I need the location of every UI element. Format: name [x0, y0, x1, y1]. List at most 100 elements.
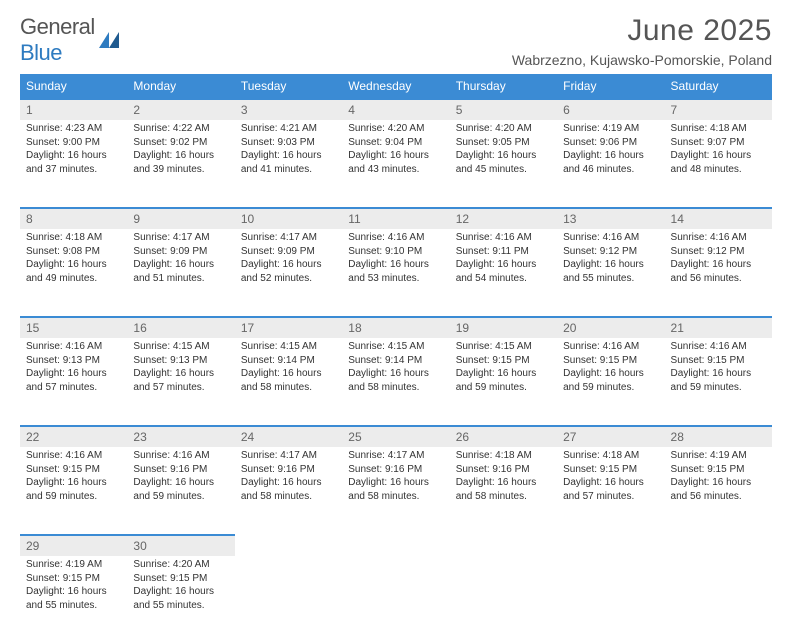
sunrise-line: Sunrise: 4:16 AM — [133, 449, 228, 463]
sunset-line: Sunset: 9:15 PM — [563, 463, 658, 477]
day-number: 9 — [127, 209, 234, 229]
day-details-cell: Sunrise: 4:18 AMSunset: 9:15 PMDaylight:… — [557, 447, 664, 535]
day-details-cell — [665, 556, 772, 644]
day-number-cell: 13 — [557, 208, 664, 229]
day-number-cell: 22 — [20, 426, 127, 447]
sunset-line: Sunset: 9:13 PM — [26, 354, 121, 368]
day-number: 29 — [20, 536, 127, 556]
day-number: 19 — [450, 318, 557, 338]
details-row: Sunrise: 4:16 AM Sunset: 9:15 PM Daylight:… — [20, 447, 772, 535]
day-number: 4 — [342, 100, 449, 120]
sunset-line: Sunset: 9:06 PM — [563, 136, 658, 150]
sunrise-line: Sunrise: 4:16 AM — [563, 340, 658, 354]
day-number-cell: 29 — [20, 535, 127, 556]
day-number: 17 — [235, 318, 342, 338]
sunset-line: Sunset: 9:14 PM — [241, 354, 336, 368]
day-details-cell: Sunrise: 4:16 AMSunset: 9:12 PMDaylight:… — [665, 229, 772, 317]
day-details: Sunrise: 4:17 AMSunset: 9:09 PMDaylight:… — [235, 229, 342, 291]
sunrise-line: Sunrise: 4:18 AM — [563, 449, 658, 463]
daylight-line: Daylight: 16 hours and 59 minutes. — [456, 367, 551, 394]
logo-text: General Blue — [20, 14, 95, 66]
daynum-row: 15161718192021 — [20, 317, 772, 338]
day-number-cell: 12 — [450, 208, 557, 229]
day-details: Sunrise: 4:20 AMSunset: 9:04 PMDaylight:… — [342, 120, 449, 182]
day-details-cell: Sunrise: 4:16 AMSunset: 9:15 PMDaylight:… — [665, 338, 772, 426]
day-number: 15 — [20, 318, 127, 338]
sunset-line: Sunset: 9:05 PM — [456, 136, 551, 150]
day-number-cell: 11 — [342, 208, 449, 229]
day-number-cell: 5 — [450, 99, 557, 120]
day-details: Sunrise: 4:16 AMSunset: 9:13 PMDaylight:… — [20, 338, 127, 400]
day-number-cell: 27 — [557, 426, 664, 447]
day-details-cell: Sunrise: 4:21 AMSunset: 9:03 PMDaylight:… — [235, 120, 342, 208]
daylight-line: Daylight: 16 hours and 43 minutes. — [348, 149, 443, 176]
day-number: 3 — [235, 100, 342, 120]
daylight-line: Daylight: 16 hours and 59 minutes. — [671, 367, 766, 394]
sunset-line: Sunset: 9:14 PM — [348, 354, 443, 368]
sunrise-line: Sunrise: 4:15 AM — [241, 340, 336, 354]
sunset-line: Sunset: 9:07 PM — [671, 136, 766, 150]
sunset-line: Sunset: 9:15 PM — [26, 463, 121, 477]
day-number-cell: 24 — [235, 426, 342, 447]
daylight-line: Daylight: 16 hours and 58 minutes. — [456, 476, 551, 503]
day-number-cell — [450, 535, 557, 556]
sunrise-line: Sunrise: 4:23 AM — [26, 122, 121, 136]
daylight-line: Daylight: 16 hours and 59 minutes. — [133, 476, 228, 503]
calendar-table: SundayMondayTuesdayWednesdayThursdayFrid… — [20, 74, 772, 644]
day-details: Sunrise: 4:18 AMSunset: 9:16 PMDaylight:… — [450, 447, 557, 509]
day-details-cell: Sunrise: 4:17 AMSunset: 9:09 PMDaylight:… — [235, 229, 342, 317]
day-details: Sunrise: 4:16 AMSunset: 9:16 PMDaylight:… — [127, 447, 234, 509]
day-details: Sunrise: 4:19 AMSunset: 9:15 PMDaylight:… — [20, 556, 127, 618]
sunrise-line: Sunrise: 4:17 AM — [133, 231, 228, 245]
day-details-cell: Sunrise: 4:16 AMSunset: 9:10 PMDaylight:… — [342, 229, 449, 317]
day-details-cell: Sunrise: 4:20 AMSunset: 9:04 PMDaylight:… — [342, 120, 449, 208]
daylight-line: Daylight: 16 hours and 48 minutes. — [671, 149, 766, 176]
day-number-cell — [235, 535, 342, 556]
sunset-line: Sunset: 9:15 PM — [456, 354, 551, 368]
sunset-line: Sunset: 9:16 PM — [133, 463, 228, 477]
day-details: Sunrise: 4:16 AMSunset: 9:10 PMDaylight:… — [342, 229, 449, 291]
day-number-cell: 17 — [235, 317, 342, 338]
sunrise-line: Sunrise: 4:20 AM — [133, 558, 228, 572]
sunset-line: Sunset: 9:04 PM — [348, 136, 443, 150]
day-details: Sunrise: 4:16 AMSunset: 9:12 PMDaylight:… — [665, 229, 772, 291]
sunset-line: Sunset: 9:03 PM — [241, 136, 336, 150]
day-details: Sunrise: 4:15 AMSunset: 9:15 PMDaylight:… — [450, 338, 557, 400]
day-details-cell — [235, 556, 342, 644]
day-details: Sunrise: 4:19 AMSunset: 9:15 PMDaylight:… — [665, 447, 772, 509]
sunrise-line: Sunrise: 4:16 AM — [563, 231, 658, 245]
weekday-header: Tuesday — [235, 74, 342, 99]
sunrise-line: Sunrise: 4:20 AM — [348, 122, 443, 136]
sunset-line: Sunset: 9:15 PM — [671, 463, 766, 477]
day-details-cell: Sunrise: 4:15 AMSunset: 9:15 PMDaylight:… — [450, 338, 557, 426]
day-number: 26 — [450, 427, 557, 447]
daylight-line: Daylight: 16 hours and 46 minutes. — [563, 149, 658, 176]
logo-word-2: Blue — [20, 40, 62, 65]
day-number: 18 — [342, 318, 449, 338]
day-details-cell: Sunrise: 4:16 AMSunset: 9:15 PMDaylight:… — [557, 338, 664, 426]
day-number-cell: 7 — [665, 99, 772, 120]
day-details: Sunrise: 4:16 AMSunset: 9:11 PMDaylight:… — [450, 229, 557, 291]
day-number-cell: 9 — [127, 208, 234, 229]
day-details-cell: Sunrise: 4:16 AMSunset: 9:13 PMDaylight:… — [20, 338, 127, 426]
sunset-line: Sunset: 9:13 PM — [133, 354, 228, 368]
day-details-cell: Sunrise: 4:20 AMSunset: 9:15 PMDaylight:… — [127, 556, 234, 644]
daynum-row: 2930 — [20, 535, 772, 556]
sunrise-line: Sunrise: 4:18 AM — [456, 449, 551, 463]
daylight-line: Daylight: 16 hours and 53 minutes. — [348, 258, 443, 285]
day-number: 10 — [235, 209, 342, 229]
day-details: Sunrise: 4:20 AMSunset: 9:15 PMDaylight:… — [127, 556, 234, 618]
day-number: 5 — [450, 100, 557, 120]
day-details: Sunrise: 4:16 AMSunset: 9:15 PMDaylight:… — [557, 338, 664, 400]
daylight-line: Daylight: 16 hours and 57 minutes. — [133, 367, 228, 394]
day-details-cell: Sunrise: 4:16 AMSunset: 9:11 PMDaylight:… — [450, 229, 557, 317]
sunset-line: Sunset: 9:15 PM — [671, 354, 766, 368]
day-details-cell: Sunrise: 4:20 AMSunset: 9:05 PMDaylight:… — [450, 120, 557, 208]
day-number: 7 — [665, 100, 772, 120]
day-details-cell: Sunrise: 4:18 AMSunset: 9:16 PMDaylight:… — [450, 447, 557, 535]
day-number-cell: 28 — [665, 426, 772, 447]
weekday-header: Sunday — [20, 74, 127, 99]
daylight-line: Daylight: 16 hours and 56 minutes. — [671, 258, 766, 285]
day-details: Sunrise: 4:21 AMSunset: 9:03 PMDaylight:… — [235, 120, 342, 182]
details-row: Sunrise: 4:16 AMSunset: 9:13 PMDaylight:… — [20, 338, 772, 426]
